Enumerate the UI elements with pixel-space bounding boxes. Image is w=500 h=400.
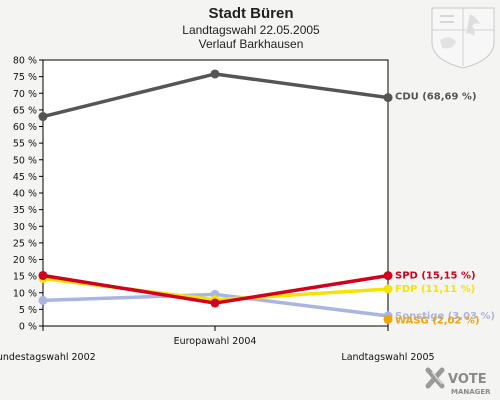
coat-of-arms-icon — [431, 7, 495, 69]
y-tick-label: 75 % — [13, 72, 37, 83]
vote-manager-logo: VOTE MANAGER — [425, 367, 491, 396]
y-tick-label: 20 % — [13, 255, 37, 266]
manager-logo-text: MANAGER — [451, 388, 491, 396]
chart-title: Stadt Büren — [208, 5, 293, 22]
series-label-cdu: CDU (68,69 %) — [395, 92, 477, 103]
y-tick-label: 5 % — [19, 305, 37, 316]
y-tick-label: 60 % — [13, 122, 37, 133]
data-point-sonstige — [38, 295, 48, 305]
series-label-sonstige: Sonstige (3,03 %) — [395, 311, 495, 322]
data-point-cdu — [383, 93, 393, 103]
y-tick-label: 0 % — [19, 322, 37, 333]
chart-subtitle-2: Verlauf Barkhausen — [199, 37, 304, 51]
x-axis: Bundestagswahl 2002 Europawahl 2004 Landta… — [0, 326, 435, 363]
series-layer — [38, 69, 393, 324]
y-tick-label: 15 % — [13, 272, 37, 283]
vote-logo-text: VOTE — [448, 372, 487, 387]
data-point-wasg — [383, 314, 393, 324]
data-point-spd — [383, 271, 393, 281]
y-tick-label: 50 % — [13, 155, 37, 166]
x-tick-label: Landtagswahl 2005 — [341, 352, 434, 363]
series-label-wasg: WASG (2,02 %) — [395, 315, 480, 326]
y-tick-label: 10 % — [13, 288, 37, 299]
x-tick-label: Europawahl 2004 — [174, 336, 257, 347]
data-point-spd — [210, 298, 220, 308]
data-point-fdp — [383, 284, 393, 294]
y-tick-label: 25 % — [13, 238, 37, 249]
y-tick-label: 80 % — [13, 56, 37, 67]
series-labels: CDU (68,69 %) SPD (15,15 %) FDP (11,11 %) S… — [395, 92, 495, 327]
x-tick-label: Bundestagswahl 2002 — [0, 352, 96, 363]
y-tick-label: 70 % — [13, 89, 37, 100]
data-point-cdu — [210, 69, 220, 79]
y-tick-label: 45 % — [13, 172, 37, 183]
y-tick-label: 30 % — [13, 222, 37, 233]
data-point-spd — [38, 270, 48, 280]
y-tick-label: 65 % — [13, 105, 37, 116]
y-tick-label: 40 % — [13, 189, 37, 200]
y-tick-label: 35 % — [13, 205, 37, 216]
chart-subtitle: Landtagswahl 22.05.2005 — [182, 23, 320, 37]
series-label-spd: SPD (15,15 %) — [395, 271, 476, 282]
plot-area — [42, 59, 389, 327]
data-point-cdu — [38, 112, 48, 122]
y-tick-label: 55 % — [13, 139, 37, 150]
y-axis: 0 % 5 % 10 % 15 % 20 % 25 % 30 % 35 % 40 % 45 % 50… — [13, 56, 43, 333]
series-label-fdp: FDP (11,11 %) — [395, 284, 475, 295]
